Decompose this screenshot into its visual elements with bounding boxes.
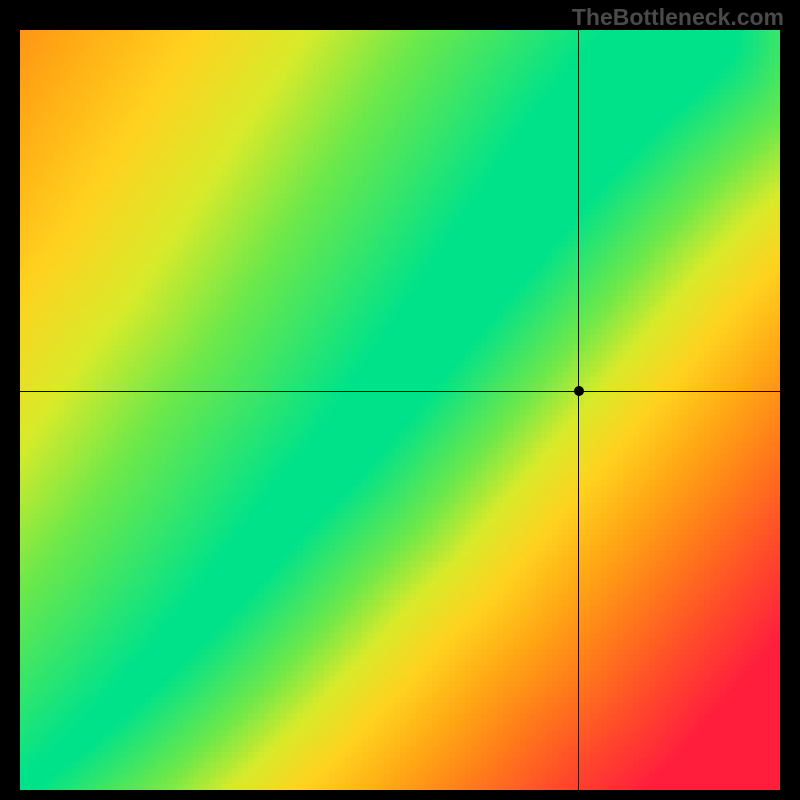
marker-crosshair-horizontal bbox=[20, 391, 780, 392]
bottleneck-heatmap bbox=[20, 30, 780, 790]
watermark-text: TheBottleneck.com bbox=[572, 4, 784, 31]
chart-container: TheBottleneck.com bbox=[0, 0, 800, 800]
marker-dot bbox=[574, 386, 584, 396]
marker-crosshair-vertical bbox=[578, 30, 579, 790]
